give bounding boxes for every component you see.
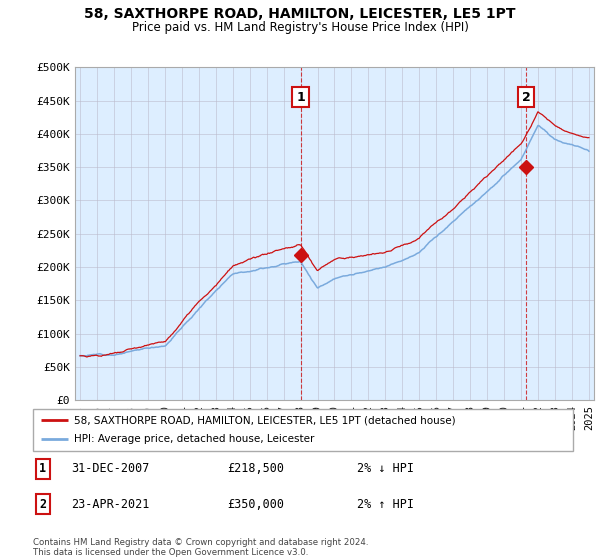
Text: 58, SAXTHORPE ROAD, HAMILTON, LEICESTER, LE5 1PT (detached house): 58, SAXTHORPE ROAD, HAMILTON, LEICESTER,… [74,415,455,425]
Text: 23-APR-2021: 23-APR-2021 [71,497,149,511]
Text: Contains HM Land Registry data © Crown copyright and database right 2024.
This d: Contains HM Land Registry data © Crown c… [33,538,368,557]
Text: £350,000: £350,000 [227,497,284,511]
Text: 1: 1 [296,91,305,104]
Text: 58, SAXTHORPE ROAD, HAMILTON, LEICESTER, LE5 1PT: 58, SAXTHORPE ROAD, HAMILTON, LEICESTER,… [84,7,516,21]
Text: £218,500: £218,500 [227,463,284,475]
Text: 31-DEC-2007: 31-DEC-2007 [71,463,149,475]
Text: 2% ↑ HPI: 2% ↑ HPI [357,497,414,511]
Text: 2: 2 [522,91,531,104]
Text: HPI: Average price, detached house, Leicester: HPI: Average price, detached house, Leic… [74,435,314,445]
Text: 1: 1 [39,463,46,475]
Text: 2% ↓ HPI: 2% ↓ HPI [357,463,414,475]
FancyBboxPatch shape [33,409,573,451]
Text: 2: 2 [39,497,46,511]
Text: Price paid vs. HM Land Registry's House Price Index (HPI): Price paid vs. HM Land Registry's House … [131,21,469,34]
